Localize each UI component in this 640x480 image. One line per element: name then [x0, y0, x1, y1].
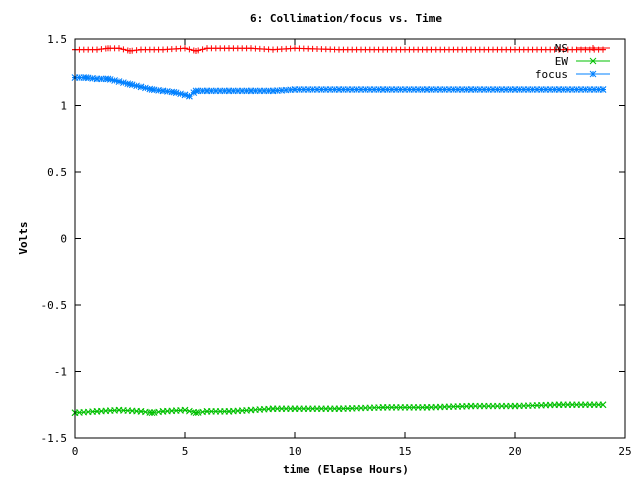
data-point — [120, 46, 127, 53]
y-axis-label: Volts — [17, 221, 30, 254]
data-point — [148, 409, 156, 417]
data-point — [599, 86, 607, 93]
data-point — [116, 45, 122, 52]
data-point — [142, 84, 149, 92]
data-point — [133, 47, 140, 54]
data-point — [599, 401, 607, 409]
legend-item-focus: focus — [535, 68, 610, 81]
series-ew — [71, 401, 607, 417]
data-point — [133, 82, 140, 90]
x-tick-label: 15 — [398, 445, 411, 458]
x-tick-label: 25 — [618, 445, 631, 458]
chart-title: 6: Collimation/focus vs. Time — [250, 12, 442, 25]
legend-marker — [589, 70, 597, 78]
series-focus — [71, 74, 607, 100]
series-ns — [72, 45, 606, 54]
data-point — [137, 83, 145, 91]
y-tick-label: 1 — [60, 100, 67, 113]
legend-item-ew: EW — [555, 55, 610, 68]
legend-marker — [590, 45, 596, 51]
data-point — [186, 46, 193, 53]
data-point — [177, 90, 184, 98]
x-tick-label: 10 — [288, 445, 301, 458]
plot-frame — [74, 38, 626, 439]
data-point — [150, 86, 158, 94]
data-point — [129, 47, 136, 54]
data-point — [98, 46, 105, 53]
series-layer — [71, 45, 607, 417]
x-tick-label: 20 — [508, 445, 521, 458]
data-point — [84, 74, 92, 82]
data-point — [124, 80, 132, 88]
x-axis-label: time (Elapse Hours) — [283, 463, 409, 476]
data-point — [128, 81, 136, 89]
legend-item-ns: NS — [555, 42, 610, 55]
y-tick-label: -0.5 — [41, 299, 68, 312]
data-point — [172, 89, 180, 97]
data-point — [192, 409, 200, 417]
y-tick-label: -1.5 — [41, 432, 68, 445]
x-tick-label: 0 — [72, 445, 79, 458]
data-point — [120, 79, 127, 86]
series-line — [74, 404, 603, 414]
data-point — [186, 92, 193, 100]
data-point — [115, 78, 123, 85]
data-point — [106, 76, 114, 83]
y-tick-label: 0.5 — [47, 166, 67, 179]
y-tick-label: 0 — [60, 233, 67, 246]
x-tick-label: 5 — [182, 445, 189, 458]
data-point — [111, 77, 118, 84]
y-tick-label: 1.5 — [47, 33, 67, 46]
legend-marker — [589, 57, 597, 65]
y-tick-label: -1 — [54, 366, 67, 379]
axis-ticks: 0 5 10 15 20 25 -1.5 -1 -0.5 0 0.5 1 1.5 — [41, 33, 632, 458]
data-point — [94, 46, 100, 53]
legend-label: NS — [555, 42, 568, 55]
data-point — [195, 47, 202, 54]
data-point — [181, 91, 189, 99]
data-point — [182, 45, 188, 52]
data-point — [199, 46, 206, 53]
legend-label: focus — [535, 68, 568, 81]
legend-label: EW — [555, 55, 569, 68]
